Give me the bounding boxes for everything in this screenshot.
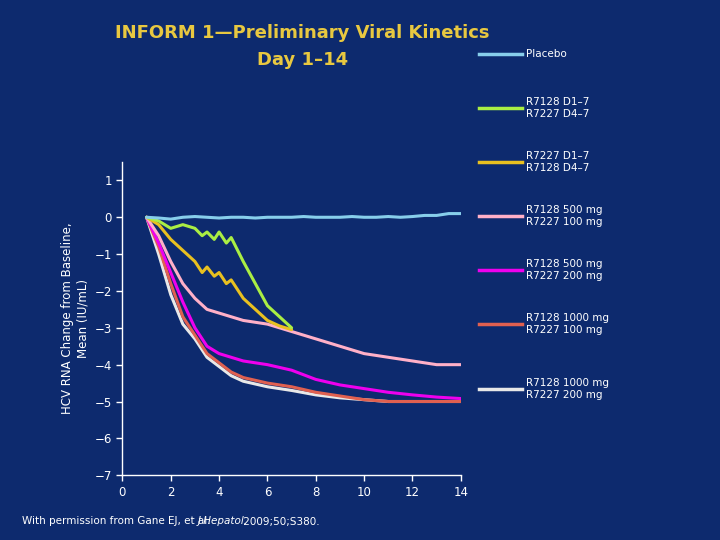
Text: R7128 D1–7
R7227 D4–7: R7128 D1–7 R7227 D4–7 (526, 97, 589, 119)
Y-axis label: HCV RNA Change from Baseline,
Mean (IU/mL): HCV RNA Change from Baseline, Mean (IU/m… (61, 223, 89, 414)
Text: R7128 1000 mg
R7227 100 mg: R7128 1000 mg R7227 100 mg (526, 313, 608, 335)
Text: R7128 500 mg
R7227 200 mg: R7128 500 mg R7227 200 mg (526, 259, 602, 281)
Text: R7227 D1–7
R7128 D4–7: R7227 D1–7 R7128 D4–7 (526, 151, 589, 173)
Text: 2009;50;S380.: 2009;50;S380. (240, 516, 320, 526)
Text: Placebo: Placebo (526, 49, 567, 59)
Text: R7128 1000 mg
R7227 200 mg: R7128 1000 mg R7227 200 mg (526, 378, 608, 400)
Text: R7128 500 mg
R7227 100 mg: R7128 500 mg R7227 100 mg (526, 205, 602, 227)
Text: With permission from Gane EJ, et al.: With permission from Gane EJ, et al. (22, 516, 213, 526)
Text: INFORM 1—Preliminary Viral Kinetics: INFORM 1—Preliminary Viral Kinetics (115, 24, 490, 42)
Text: Day 1–14: Day 1–14 (257, 51, 348, 69)
Text: J Hepatol.: J Hepatol. (198, 516, 248, 526)
